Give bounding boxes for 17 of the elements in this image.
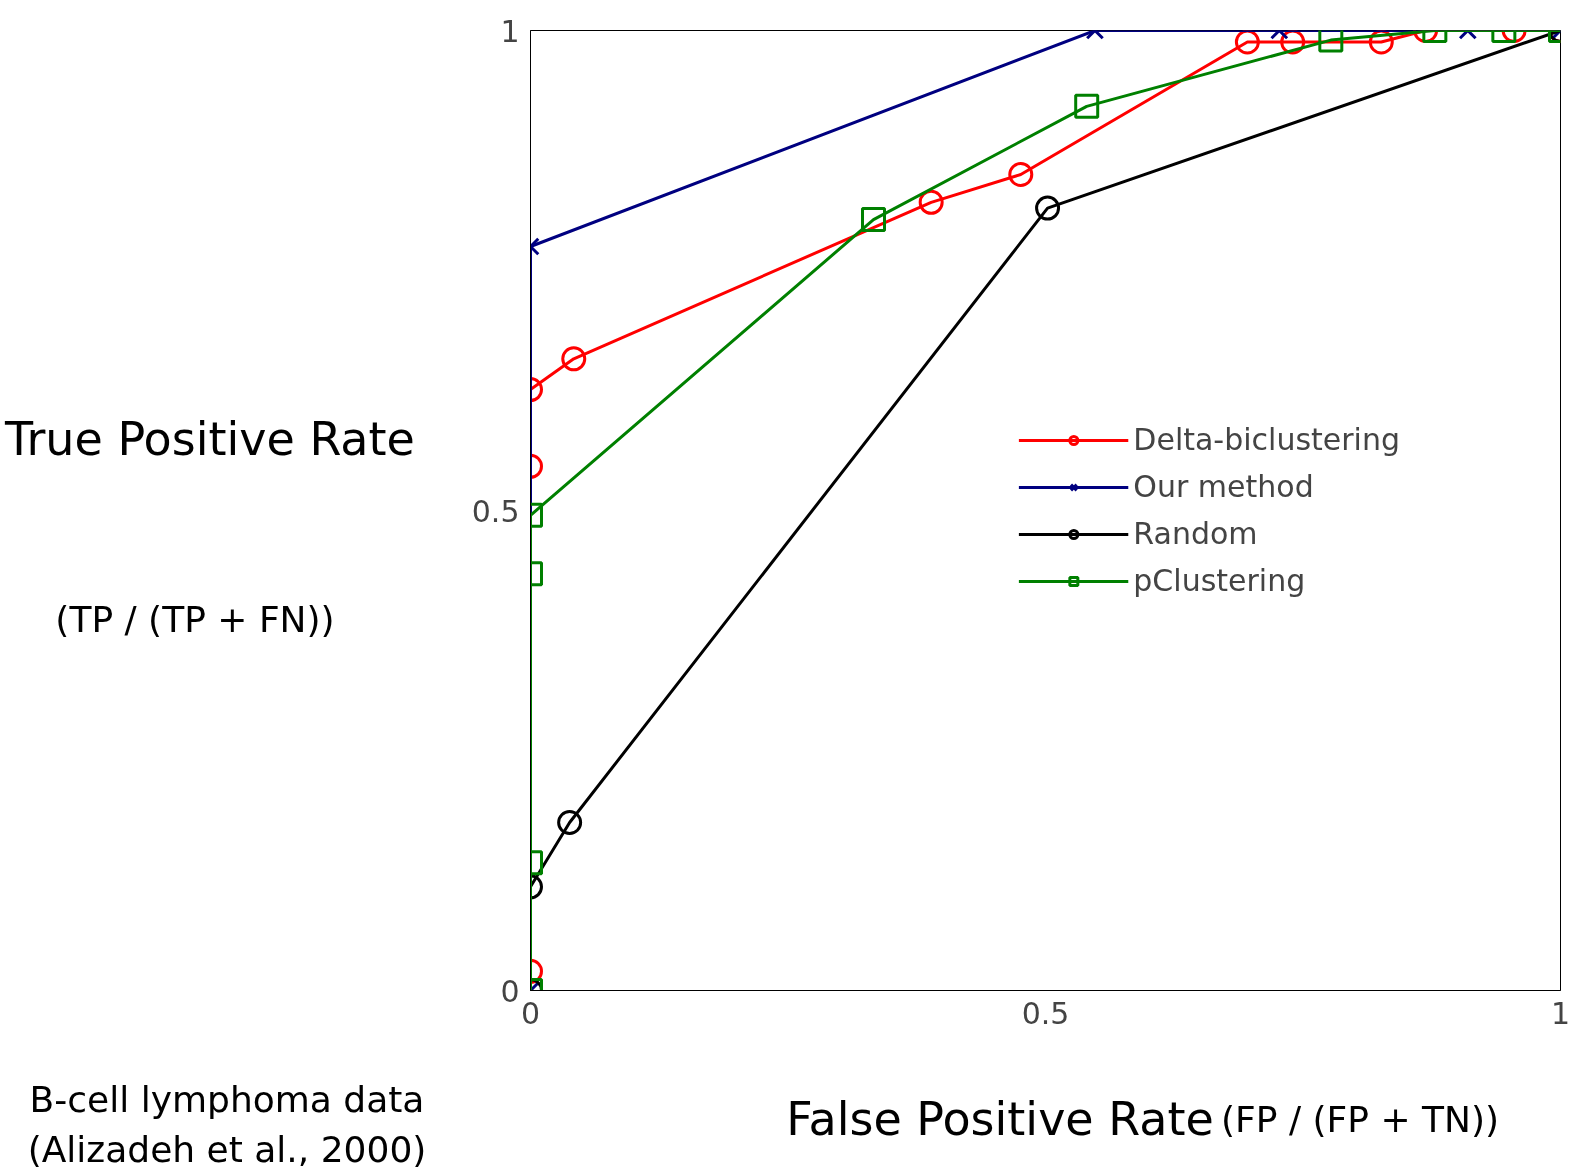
legend-label: pClustering — [1133, 563, 1306, 598]
point — [1035, 195, 1061, 221]
legend-label: Random — [1133, 516, 1258, 551]
x-tick-label: 0.5 — [1021, 995, 1070, 1031]
y-tick-label: 1 — [500, 13, 520, 49]
text: B-cell lymphoma data — [29, 1078, 425, 1123]
y-axis-title: True Positive Rate — [5, 411, 415, 469]
text: (TP / (TP + FN)) — [55, 598, 335, 643]
text: (Alizadeh et al., 2000) — [27, 1128, 427, 1171]
text: (FP / (FP + TN)) — [1221, 1098, 1499, 1143]
y-tick-label: 0.5 — [471, 493, 520, 529]
x-axis-title: False Positive Rate — [786, 1091, 1214, 1149]
legend-label: Delta-biclustering — [1133, 422, 1400, 457]
legend-label: Our method — [1133, 469, 1314, 504]
x-tick-label: 1 — [1550, 995, 1571, 1031]
y-tick-label: 0 — [500, 973, 520, 1009]
point — [1008, 162, 1034, 187]
